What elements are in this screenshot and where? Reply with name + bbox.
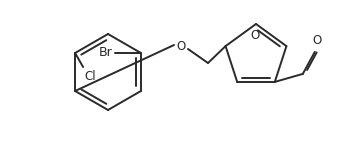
- Text: O: O: [312, 34, 321, 47]
- Text: O: O: [176, 40, 186, 53]
- Text: Cl: Cl: [84, 70, 96, 83]
- Text: O: O: [250, 29, 260, 42]
- Text: Br: Br: [99, 47, 113, 60]
